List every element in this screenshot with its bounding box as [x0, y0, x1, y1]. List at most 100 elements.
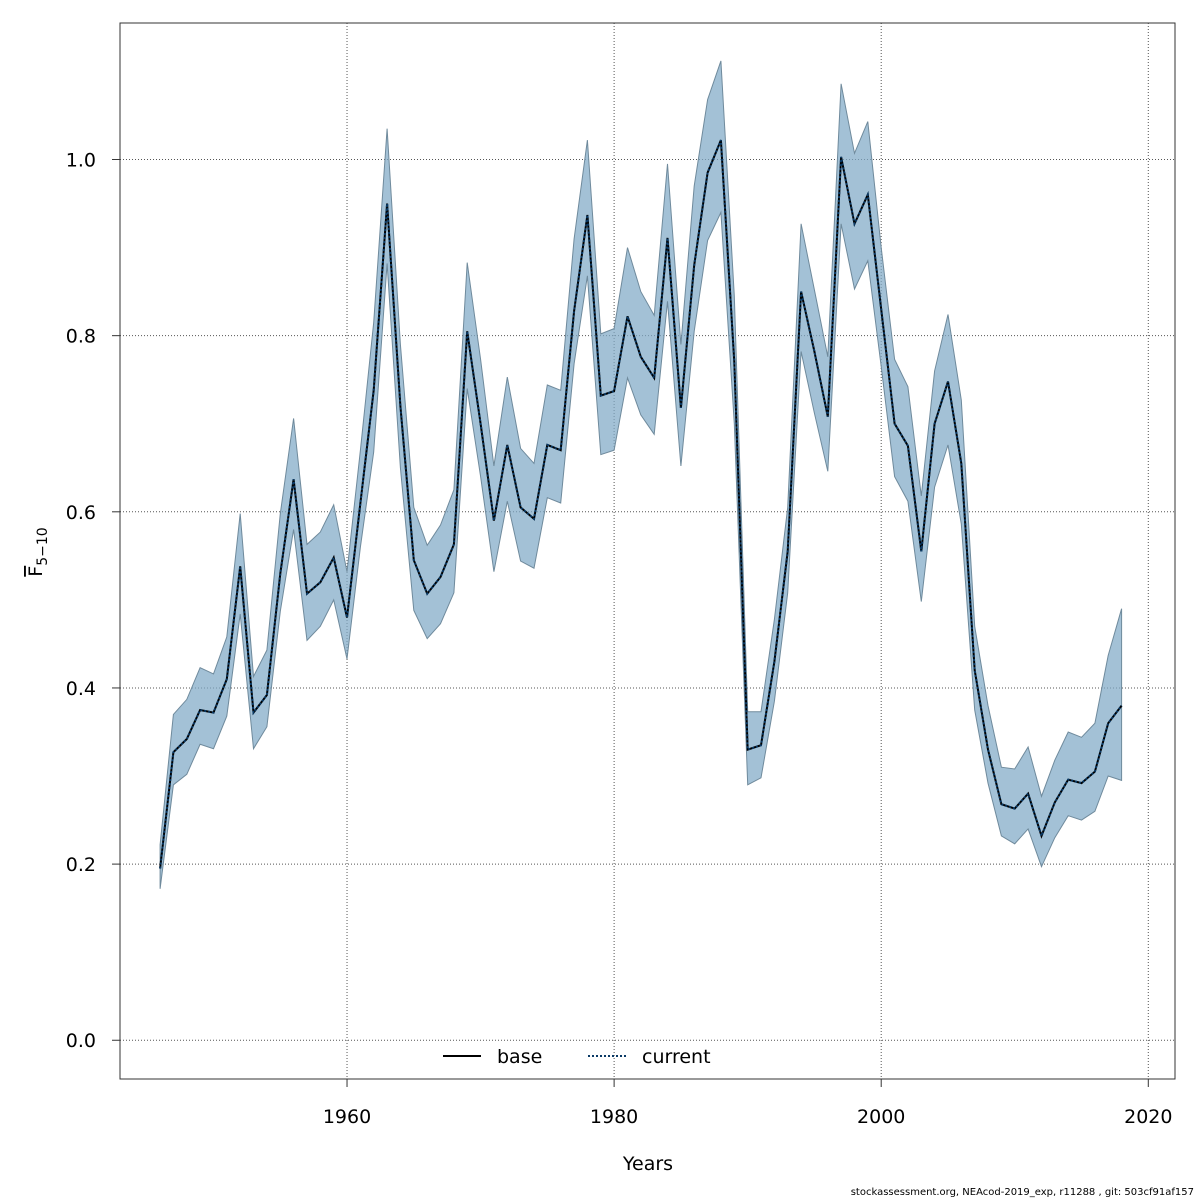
data-point-current	[440, 576, 442, 578]
data-point-current	[173, 751, 175, 753]
data-point-current	[573, 310, 575, 312]
data-point-current	[1107, 722, 1109, 724]
data-point-current	[787, 551, 789, 553]
x-axis-title: Years	[622, 1153, 673, 1175]
data-point-current	[827, 416, 829, 418]
data-point-current	[934, 423, 936, 425]
legend-label-base: base	[497, 1046, 542, 1068]
data-point-current	[520, 507, 522, 509]
data-point-current	[920, 551, 922, 553]
data-point-current	[426, 593, 428, 595]
confidence-band-layer	[159, 60, 1123, 889]
data-point-current	[320, 581, 322, 583]
data-point-current	[293, 478, 295, 480]
data-point-current	[466, 330, 468, 332]
data-point-current	[480, 423, 482, 425]
data-point-current	[373, 389, 375, 391]
data-point-current	[907, 445, 909, 447]
data-point-current	[800, 291, 802, 293]
data-point-current	[974, 670, 976, 672]
data-point-current	[587, 214, 589, 216]
data-point-current	[667, 237, 669, 239]
grid	[120, 23, 1175, 1079]
legend: base current	[443, 1046, 711, 1068]
data-point-current	[760, 744, 762, 746]
x-axis: 1960 1980 2000 2020	[323, 1078, 1172, 1128]
data-point-current	[266, 694, 268, 696]
x-tick-label: 1980	[590, 1106, 638, 1128]
data-point-current	[386, 203, 388, 205]
data-point-current	[814, 351, 816, 353]
y-tick-label: 1.0	[66, 150, 96, 172]
data-point-current	[506, 444, 508, 446]
data-point-current	[1054, 802, 1056, 804]
series-line-base	[159, 139, 1123, 869]
data-point-current	[747, 749, 749, 751]
data-point-current	[213, 712, 215, 714]
data-point-current	[360, 502, 362, 504]
data-point-current	[453, 544, 455, 546]
y-axis-title-sub: 5−10	[35, 527, 51, 565]
x-tick-label: 2020	[1124, 1106, 1172, 1128]
data-point-current	[653, 377, 655, 379]
data-point-current	[720, 139, 722, 141]
data-point-current	[734, 361, 736, 363]
data-point-current	[867, 194, 869, 196]
series-layer	[159, 139, 1123, 870]
data-point-current	[1001, 803, 1003, 805]
data-point-current	[627, 315, 629, 317]
data-point-current	[493, 520, 495, 522]
data-point-current	[1027, 793, 1029, 795]
data-point-current	[159, 868, 161, 870]
data-point-current	[186, 738, 188, 740]
data-point-current	[1014, 808, 1016, 810]
data-point-current	[306, 593, 308, 595]
y-tick-label: 0.8	[66, 326, 96, 348]
series-line-current	[159, 139, 1123, 869]
data-point-current	[707, 172, 709, 174]
y-axis-title: F5−10	[25, 527, 51, 576]
x-tick-label: 2000	[857, 1106, 905, 1128]
data-point-current	[600, 395, 602, 397]
y-axis: 0.0 0.2 0.4 0.6 0.8 1.0	[66, 150, 121, 1052]
data-point-current	[560, 449, 562, 451]
data-point-current	[279, 573, 281, 575]
data-point-current	[533, 518, 535, 520]
data-point-current	[1081, 782, 1083, 784]
data-point-current	[400, 405, 402, 407]
data-point-current	[547, 444, 549, 446]
data-point-current	[840, 156, 842, 158]
data-point-current	[1067, 779, 1069, 781]
y-tick-label: 0.4	[66, 678, 96, 700]
svg-text:F5−10: F5−10	[25, 527, 51, 576]
data-point-current	[774, 661, 776, 663]
data-point-current	[854, 223, 856, 225]
confidence-band	[159, 60, 1123, 889]
data-point-current	[1094, 771, 1096, 773]
data-point-current	[226, 678, 228, 680]
footer-credit: stockassessment.org, NEAcod-2019_exp, r1…	[850, 1187, 1194, 1198]
data-point-current	[333, 557, 335, 559]
data-point-current	[894, 423, 896, 425]
data-point-current	[680, 407, 682, 409]
data-point-current	[413, 559, 415, 561]
y-tick-label: 0.2	[66, 854, 96, 876]
data-point-current	[239, 566, 241, 568]
legend-label-current: current	[642, 1046, 711, 1068]
data-point-current	[253, 712, 255, 714]
y-axis-title-main: F	[25, 566, 47, 577]
x-tick-label: 1960	[323, 1106, 371, 1128]
y-tick-label: 0.6	[66, 502, 96, 524]
data-point-current	[880, 308, 882, 310]
data-point-current	[693, 264, 695, 266]
data-point-current	[987, 749, 989, 751]
data-point-current	[199, 709, 201, 711]
data-point-current	[346, 617, 348, 619]
data-point-current	[640, 356, 642, 358]
data-point-current	[1121, 705, 1123, 707]
data-point-current	[961, 463, 963, 465]
data-point-current	[947, 381, 949, 383]
data-point-current	[1041, 835, 1043, 837]
data-point-current	[613, 390, 615, 392]
